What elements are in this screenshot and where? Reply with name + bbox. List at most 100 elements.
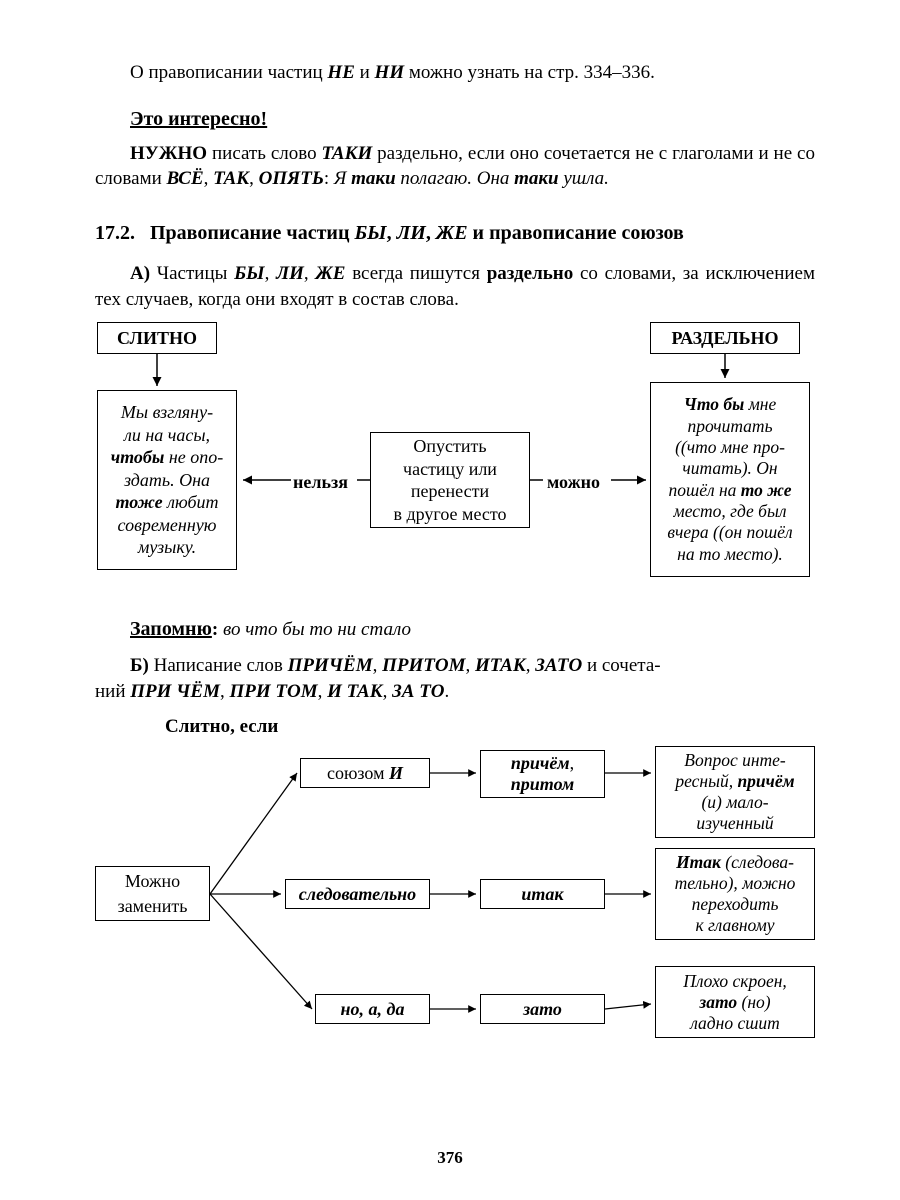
txt: НУЖНО: [130, 143, 207, 164]
txt: ПРИЧЁМ: [288, 655, 373, 676]
txt: ЗАТО: [535, 655, 582, 676]
txt: (следова-: [725, 852, 794, 872]
txt: ний: [95, 681, 130, 702]
txt: ЖЕ: [315, 263, 345, 284]
txt: раздельно: [487, 263, 574, 284]
txt: полагаю. Она: [396, 168, 515, 189]
txt: БЫ: [354, 222, 386, 244]
txt: И ТАК: [327, 681, 383, 702]
txt: ,: [204, 168, 214, 189]
txt: Что бы: [684, 394, 744, 414]
txt: Итак: [676, 852, 725, 872]
txt: (что мне про-: [681, 437, 785, 457]
txt: Вопрос инте-: [684, 750, 786, 770]
txt: ,: [383, 681, 393, 702]
txt: Написание слов: [149, 655, 288, 676]
txt: вчера: [667, 522, 713, 542]
txt: ВСЁ: [167, 168, 204, 189]
slitno-header-box: СЛИТНО: [97, 322, 217, 354]
txt: зато: [699, 992, 741, 1012]
txt: ТАК: [213, 168, 249, 189]
txt: ИТАК: [475, 655, 526, 676]
section-17-2-heading: 17.2. Правописание частиц БЫ, ЛИ, ЖЕ и п…: [95, 220, 815, 247]
txt: и: [707, 792, 716, 812]
example-prichem-box: Вопрос инте- ресный, причём (и) мало- из…: [655, 746, 815, 838]
txt: то же: [741, 480, 792, 500]
txt: причём: [737, 771, 794, 791]
txt: причём: [511, 753, 570, 773]
replace-i-box: союзом И: [300, 758, 430, 788]
txt: ПРИ ЧЁМ: [130, 681, 220, 702]
txt: Б): [130, 655, 149, 676]
txt: тельно),: [675, 873, 743, 893]
txt: ,: [318, 681, 328, 702]
txt: союзом: [327, 763, 389, 783]
txt: ЖЕ: [436, 222, 468, 244]
txt: ЛИ: [397, 222, 426, 244]
txt: ОПЯТЬ: [259, 168, 324, 189]
txt: ПРИТОМ: [382, 655, 465, 676]
txt: И: [389, 763, 403, 783]
razdelno-header-box: РАЗДЕЛЬНО: [650, 322, 800, 354]
txt: А): [130, 263, 150, 284]
txt: можно узнать на стр. 334–336.: [404, 62, 655, 83]
zapomnu-line: Запомню: во что бы то ни стало: [130, 616, 815, 643]
txt: Правописание частиц: [150, 222, 354, 244]
txt: во что бы то ни стало: [223, 619, 411, 640]
txt: Запомню: [130, 618, 212, 640]
txt: Он: [756, 458, 777, 478]
mozhno-label: можно: [547, 470, 600, 494]
txt: .: [445, 681, 450, 702]
txt: :: [212, 619, 223, 640]
txt: ли на часы,: [124, 425, 210, 445]
nelzya-label: нельзя: [293, 470, 348, 494]
txt: место, где был: [674, 501, 787, 521]
txt: переходить: [692, 894, 779, 914]
section-title: Правописание частиц БЫ, ЛИ, ЖЕ и правопи…: [150, 220, 684, 247]
intro-paragraph: О правописании частиц НЕ и НИ можно узна…: [95, 60, 815, 86]
txt: ладно сшит: [690, 1013, 780, 1033]
slitno-esli-label: Слитно, если: [165, 714, 815, 740]
txt: таки: [351, 168, 395, 189]
txt: всегда пишутся: [345, 263, 486, 284]
txt: прочитать: [687, 416, 772, 436]
txt: ,: [387, 222, 397, 244]
txt: ЗА ТО: [392, 681, 444, 702]
txt: Плохо скроен,: [683, 971, 787, 991]
page-number: 376: [0, 1147, 900, 1170]
txt: читать).: [682, 458, 756, 478]
txt: и: [355, 62, 375, 83]
txt: (он пошёл: [719, 522, 793, 542]
txt: в другое место: [393, 504, 506, 524]
txt: но: [747, 992, 764, 1012]
razdelno-example-box: Что бы мне прочитать ((что мне про- чита…: [650, 382, 810, 577]
txt: современную: [118, 515, 217, 535]
part-b-paragraph: Б) Написание слов ПРИЧЁМ, ПРИТОМ, ИТАК, …: [95, 653, 815, 704]
slitno-example-box: Мы взгляну- ли на часы, чтобы не опо- зд…: [97, 390, 237, 570]
txt: ТАКИ: [322, 143, 373, 164]
txt: ресный,: [675, 771, 737, 791]
txt: ЛИ: [276, 263, 304, 284]
example-zato-box: Плохо скроен, зато (но) ладно сшит: [655, 966, 815, 1038]
diagram-1: СЛИТНО РАЗДЕЛЬНО Мы взгляну- ли на часы,…: [95, 322, 815, 602]
txt: мне: [744, 394, 776, 414]
txt: Опустить: [413, 436, 486, 456]
txt: изученный: [696, 813, 773, 833]
txt: Можно заменить: [104, 869, 201, 918]
txt: любит: [163, 492, 219, 512]
txt: не опо-: [164, 447, 223, 467]
example-itak-box: Итак (следова- тельно), можно переходить…: [655, 848, 815, 940]
diagram-2: Можно заменить союзом И следовательно но…: [95, 746, 815, 1046]
txt: БЫ: [234, 263, 265, 284]
txt: ,: [526, 655, 536, 676]
txt: музыку.: [138, 537, 196, 557]
txt: писать слово: [207, 143, 321, 164]
section-number: 17.2.: [95, 220, 150, 247]
txt: Мы взгляну-: [121, 402, 213, 422]
txt: ПРИ ТОМ: [229, 681, 317, 702]
txt: можно: [742, 873, 795, 893]
txt: О правописании частиц: [130, 62, 327, 83]
txt: частицу или: [403, 459, 497, 479]
txt: ,: [249, 168, 259, 189]
txt: перенести: [411, 481, 489, 501]
